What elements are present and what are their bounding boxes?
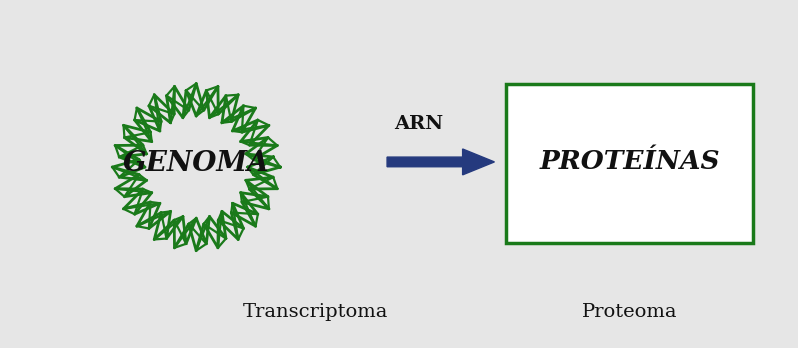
- Text: Transcriptoma: Transcriptoma: [243, 303, 388, 321]
- Text: PROTEÍNAS: PROTEÍNAS: [539, 149, 720, 174]
- Text: GENOMA: GENOMA: [123, 150, 270, 177]
- Text: ARN: ARN: [394, 115, 444, 133]
- Text: Proteoma: Proteoma: [582, 303, 678, 321]
- FancyArrow shape: [387, 149, 495, 175]
- Bar: [507, 84, 753, 243]
